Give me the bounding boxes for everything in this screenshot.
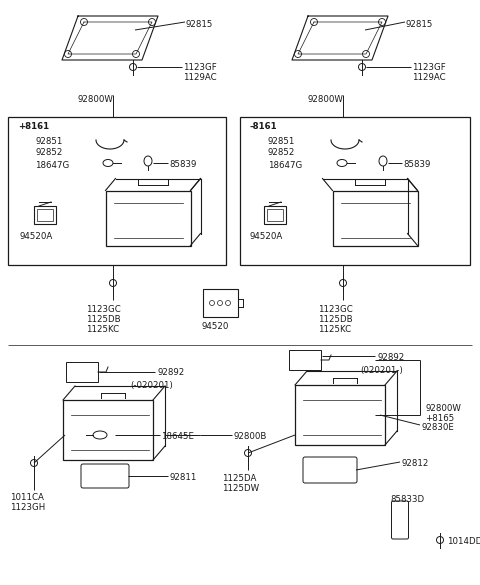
Text: 85833D: 85833D bbox=[390, 495, 424, 504]
Text: 92800W: 92800W bbox=[77, 95, 113, 104]
Text: 1125DB: 1125DB bbox=[318, 315, 353, 324]
Bar bbox=[34, 206, 56, 224]
Bar bbox=[264, 206, 286, 224]
Bar bbox=[8, 117, 226, 265]
Text: 18647G: 18647G bbox=[268, 161, 302, 170]
Bar bbox=[106, 191, 191, 246]
Bar bbox=[333, 191, 418, 246]
Text: 85839: 85839 bbox=[169, 160, 196, 169]
Bar bbox=[66, 362, 98, 382]
Bar bbox=[240, 117, 470, 265]
Text: +8165: +8165 bbox=[425, 414, 454, 423]
Text: 1125DB: 1125DB bbox=[86, 315, 120, 324]
Text: -8161: -8161 bbox=[250, 122, 277, 131]
Bar bbox=[37, 209, 53, 221]
Text: +8161: +8161 bbox=[18, 122, 49, 131]
Text: 1125DW: 1125DW bbox=[222, 484, 259, 493]
Text: 1125KC: 1125KC bbox=[318, 325, 351, 334]
Text: 92815: 92815 bbox=[186, 20, 214, 29]
Text: 92800W: 92800W bbox=[425, 404, 461, 413]
Text: 1123GF: 1123GF bbox=[183, 63, 217, 72]
Text: 18645E: 18645E bbox=[161, 432, 194, 441]
Text: 92812: 92812 bbox=[402, 459, 430, 468]
Text: 1129AC: 1129AC bbox=[183, 73, 216, 82]
Text: 1123GF: 1123GF bbox=[412, 63, 446, 72]
Text: 85839: 85839 bbox=[403, 160, 431, 169]
Bar bbox=[203, 289, 238, 317]
Text: 92892: 92892 bbox=[377, 353, 404, 362]
Text: 1125DA: 1125DA bbox=[222, 474, 256, 483]
Text: 1014DD: 1014DD bbox=[447, 537, 480, 546]
Text: 1125KC: 1125KC bbox=[86, 325, 119, 334]
Bar bbox=[63, 400, 153, 460]
Text: 92851: 92851 bbox=[35, 137, 62, 146]
Text: 92800B: 92800B bbox=[234, 432, 267, 441]
Text: 1123GC: 1123GC bbox=[318, 305, 353, 314]
Text: 1123GC: 1123GC bbox=[86, 305, 121, 314]
Bar bbox=[267, 209, 283, 221]
Bar bbox=[289, 350, 321, 370]
Text: (020201-): (020201-) bbox=[360, 366, 403, 375]
Text: 94520: 94520 bbox=[201, 322, 228, 331]
Text: 92851: 92851 bbox=[268, 137, 295, 146]
Text: 92815: 92815 bbox=[406, 20, 433, 29]
Text: 92800W: 92800W bbox=[307, 95, 343, 104]
Text: 92892: 92892 bbox=[157, 368, 184, 377]
Text: 92811: 92811 bbox=[169, 473, 196, 482]
Text: 1123GH: 1123GH bbox=[10, 503, 45, 512]
Text: 1011CA: 1011CA bbox=[10, 493, 44, 502]
Text: 92830E: 92830E bbox=[422, 423, 455, 432]
Text: 92852: 92852 bbox=[35, 148, 62, 157]
Text: (-020201): (-020201) bbox=[130, 381, 173, 390]
Text: 94520A: 94520A bbox=[250, 232, 283, 241]
Text: 92852: 92852 bbox=[268, 148, 295, 157]
Text: 18647G: 18647G bbox=[35, 161, 69, 170]
Bar bbox=[295, 385, 385, 445]
Text: 1129AC: 1129AC bbox=[412, 73, 445, 82]
Text: 94520A: 94520A bbox=[20, 232, 53, 241]
